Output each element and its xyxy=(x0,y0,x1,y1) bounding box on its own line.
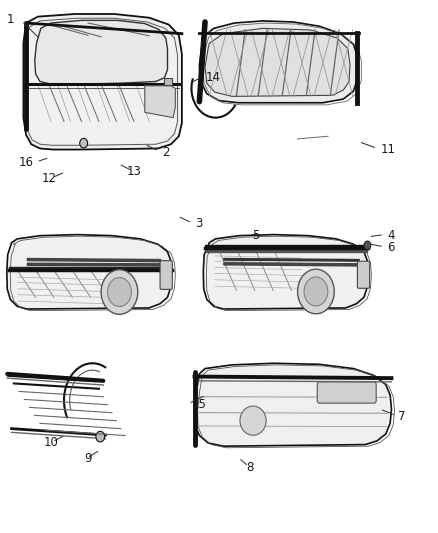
Text: 5: 5 xyxy=(252,229,259,242)
Circle shape xyxy=(297,269,334,314)
Text: 4: 4 xyxy=(387,229,395,242)
Text: 15: 15 xyxy=(192,398,207,411)
Text: 8: 8 xyxy=(246,461,253,474)
Text: 9: 9 xyxy=(84,453,92,465)
Circle shape xyxy=(80,139,88,148)
FancyBboxPatch shape xyxy=(357,261,370,288)
Circle shape xyxy=(364,241,371,249)
Text: 7: 7 xyxy=(398,410,406,423)
Text: 10: 10 xyxy=(43,437,58,449)
Text: 2: 2 xyxy=(162,146,170,159)
Polygon shape xyxy=(7,235,172,309)
Polygon shape xyxy=(23,14,182,150)
Text: 3: 3 xyxy=(195,217,202,230)
Ellipse shape xyxy=(240,406,266,435)
Polygon shape xyxy=(199,21,358,103)
Polygon shape xyxy=(205,28,350,96)
Bar xyxy=(77,88,153,114)
Polygon shape xyxy=(145,86,175,118)
Bar xyxy=(164,78,172,85)
Text: 16: 16 xyxy=(18,156,33,169)
Circle shape xyxy=(96,431,105,442)
Circle shape xyxy=(304,277,328,306)
Polygon shape xyxy=(35,20,167,84)
Circle shape xyxy=(101,270,138,314)
Text: 13: 13 xyxy=(127,165,141,179)
Polygon shape xyxy=(203,235,368,309)
Text: 11: 11 xyxy=(381,143,396,156)
Text: 12: 12 xyxy=(41,172,56,185)
Circle shape xyxy=(108,278,131,306)
Text: 1: 1 xyxy=(6,13,14,26)
FancyBboxPatch shape xyxy=(160,261,172,289)
Text: 14: 14 xyxy=(206,71,221,84)
Text: 6: 6 xyxy=(387,241,395,254)
Polygon shape xyxy=(194,364,392,446)
FancyBboxPatch shape xyxy=(317,382,376,403)
